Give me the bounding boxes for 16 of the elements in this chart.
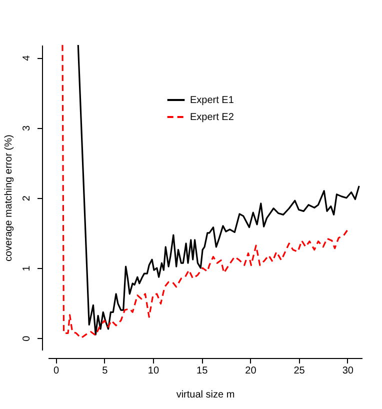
x-axis-title: virtual size m: [176, 390, 235, 400]
y-tick-label: 2: [22, 195, 32, 202]
x-tick-label: 0: [53, 366, 60, 376]
legend-label: Expert E1: [190, 95, 234, 106]
x-tick-label: 30: [342, 366, 354, 376]
x-tick-label: 10: [148, 366, 160, 376]
legend-label: Expert E2: [190, 112, 234, 123]
y-axis-title: coverage matching error (%): [4, 134, 14, 262]
y-tick-label: 0: [22, 335, 32, 342]
y-tick-label: 1: [22, 265, 32, 272]
x-tick-label: 20: [245, 366, 257, 376]
x-tick-label: 25: [294, 366, 306, 376]
y-tick-label: 4: [22, 54, 32, 61]
y-tick-label: 3: [22, 125, 32, 132]
x-tick-label: 5: [102, 366, 108, 376]
x-tick-label: 15: [196, 366, 208, 376]
